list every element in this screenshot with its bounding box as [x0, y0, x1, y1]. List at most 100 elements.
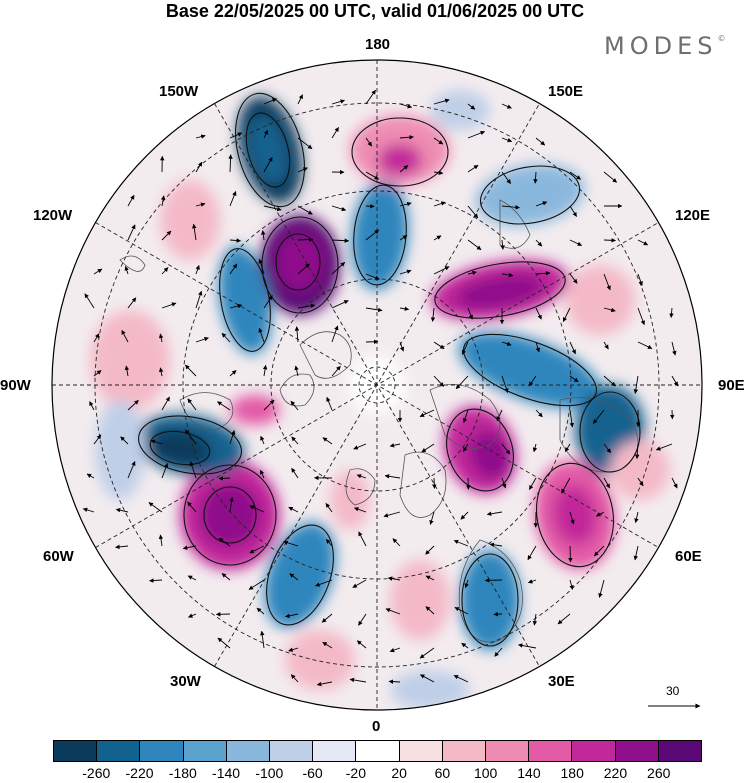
colorbar-tick-label: -20: [345, 765, 366, 781]
wind-vector: [161, 230, 172, 241]
colorbar-swatch: [529, 741, 573, 761]
anomaly-cell: [475, 163, 585, 227]
wind-vector: [365, 89, 376, 105]
wind-vector: [288, 506, 299, 513]
colorbar-tick-label: 60: [434, 765, 451, 781]
wind-vector: [127, 194, 135, 207]
wind-vector: [387, 576, 401, 581]
colorbar-swatch: [442, 741, 487, 761]
wind-vector: [326, 396, 333, 411]
wind-vector: [150, 439, 163, 445]
contour: [149, 430, 211, 466]
wind-vector: [294, 365, 299, 377]
anomaly-cell: [248, 115, 288, 185]
colorbar-tick-label: 100: [473, 765, 498, 781]
wind-vector: [528, 375, 537, 387]
wind-vector: [160, 195, 166, 207]
wind-vector: [671, 375, 679, 387]
lon-label-60e: 60E: [675, 548, 702, 565]
polar-map: [51, 59, 703, 711]
wind-vector: [433, 170, 444, 175]
wind-vector: [419, 409, 435, 417]
contour: [235, 92, 305, 208]
wind-vector: [603, 477, 611, 489]
wind-vector: [263, 399, 275, 411]
wind-vector: [569, 171, 582, 180]
colorbar: [53, 740, 702, 762]
wind-vector: [425, 545, 435, 555]
wind-vector: [399, 235, 408, 241]
wind-vector: [322, 641, 333, 649]
wind-vector: [392, 538, 401, 547]
wind-vector: [290, 674, 299, 683]
coastline: [179, 392, 234, 431]
anomaly-cell: [390, 670, 470, 710]
coastline: [458, 539, 523, 643]
wind-vector: [535, 137, 546, 146]
wind-vector: [535, 341, 541, 353]
brand-logo: MODES©: [604, 32, 725, 60]
lon-label-150w: 150W: [159, 83, 199, 100]
wind-vector: [569, 579, 574, 590]
wind-vector: [158, 367, 164, 377]
colorbar-swatch: [54, 741, 98, 761]
anomaly-shading: [90, 90, 670, 710]
colorbar-tick-label: 260: [647, 765, 671, 781]
wind-vector: [399, 306, 410, 311]
lon-label-90e: 90E: [718, 377, 745, 394]
wind-vector: [593, 545, 605, 557]
wind-vector: [637, 477, 644, 487]
wind-vector: [187, 501, 197, 513]
wind-vector: [501, 103, 512, 109]
wind-vector: [527, 545, 537, 561]
wind-vector: [501, 443, 511, 455]
anomaly-cell: [430, 90, 490, 130]
wind-vector: [353, 507, 367, 513]
wind-vector: [454, 607, 469, 615]
wind-vector: [569, 511, 575, 525]
wind-vector: [637, 307, 645, 326]
wind-vector: [158, 534, 164, 547]
wind-vector: [258, 327, 265, 343]
wind-vector: [195, 202, 206, 207]
wind-vector: [127, 224, 136, 241]
wind-vector: [358, 531, 367, 547]
wind-vector: [115, 544, 129, 550]
contour: [579, 391, 641, 473]
contour: [479, 165, 581, 225]
wind-vector: [467, 103, 476, 110]
wind-vector: [192, 223, 197, 241]
wind-vector: [419, 647, 435, 659]
wind-vector: [486, 511, 503, 516]
anomaly-cell: [230, 395, 280, 425]
wind-vector: [533, 171, 538, 184]
coastline: [345, 468, 376, 506]
wind-vector: [535, 201, 548, 207]
wind-vector: [535, 239, 543, 247]
contour: [535, 462, 615, 568]
colorbar-tick-label: -260: [82, 765, 111, 781]
colorbar-swatch: [270, 741, 314, 761]
wind-vector: [229, 263, 238, 275]
anomaly-cell: [200, 483, 260, 547]
colorbar-tick-label: -100: [255, 765, 284, 781]
wind-vector: [365, 273, 380, 280]
wind-vector: [161, 302, 177, 309]
reference-vector-value: 30: [666, 684, 680, 698]
anomaly-cell: [460, 550, 520, 650]
wind-vector: [467, 205, 479, 219]
wind-vector: [603, 238, 616, 243]
wind-vector: [248, 579, 265, 590]
wind-vector: [633, 375, 639, 394]
wind-vector: [297, 167, 308, 173]
wind-vector: [229, 191, 237, 207]
wind-vector: [528, 477, 537, 490]
wind-vector: [86, 473, 95, 479]
wind-vector: [297, 94, 303, 105]
wind-vector: [501, 477, 507, 489]
anomaly-cell: [458, 331, 602, 409]
wind-vector: [262, 364, 268, 377]
wind-vector: [297, 237, 314, 242]
wind-vector: [161, 396, 170, 411]
wind-vector: [356, 640, 367, 649]
